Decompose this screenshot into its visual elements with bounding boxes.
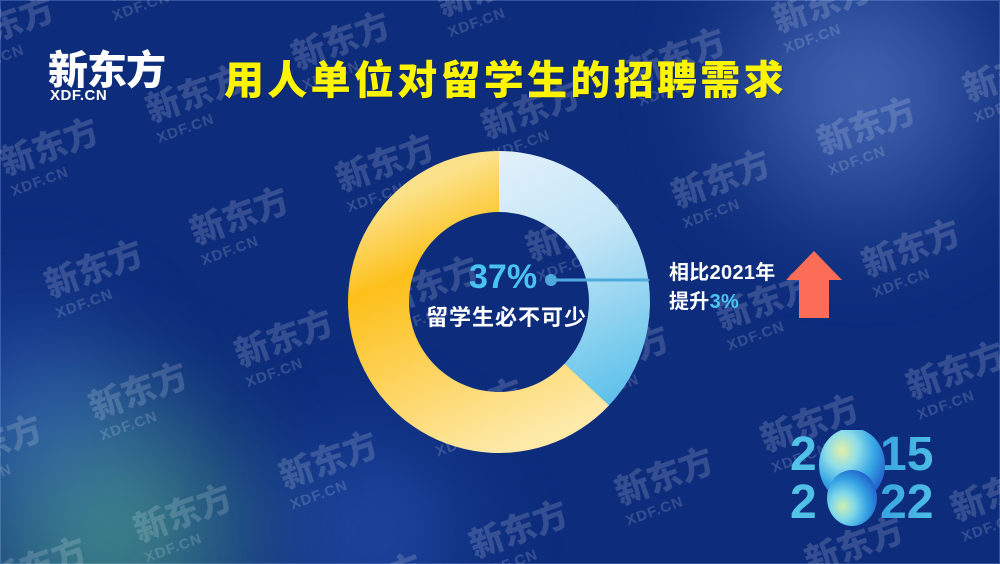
- svg-text:2: 2: [790, 430, 817, 481]
- svg-text:22: 22: [880, 476, 933, 529]
- svg-text:15: 15: [880, 430, 933, 481]
- svg-text:2: 2: [790, 476, 817, 529]
